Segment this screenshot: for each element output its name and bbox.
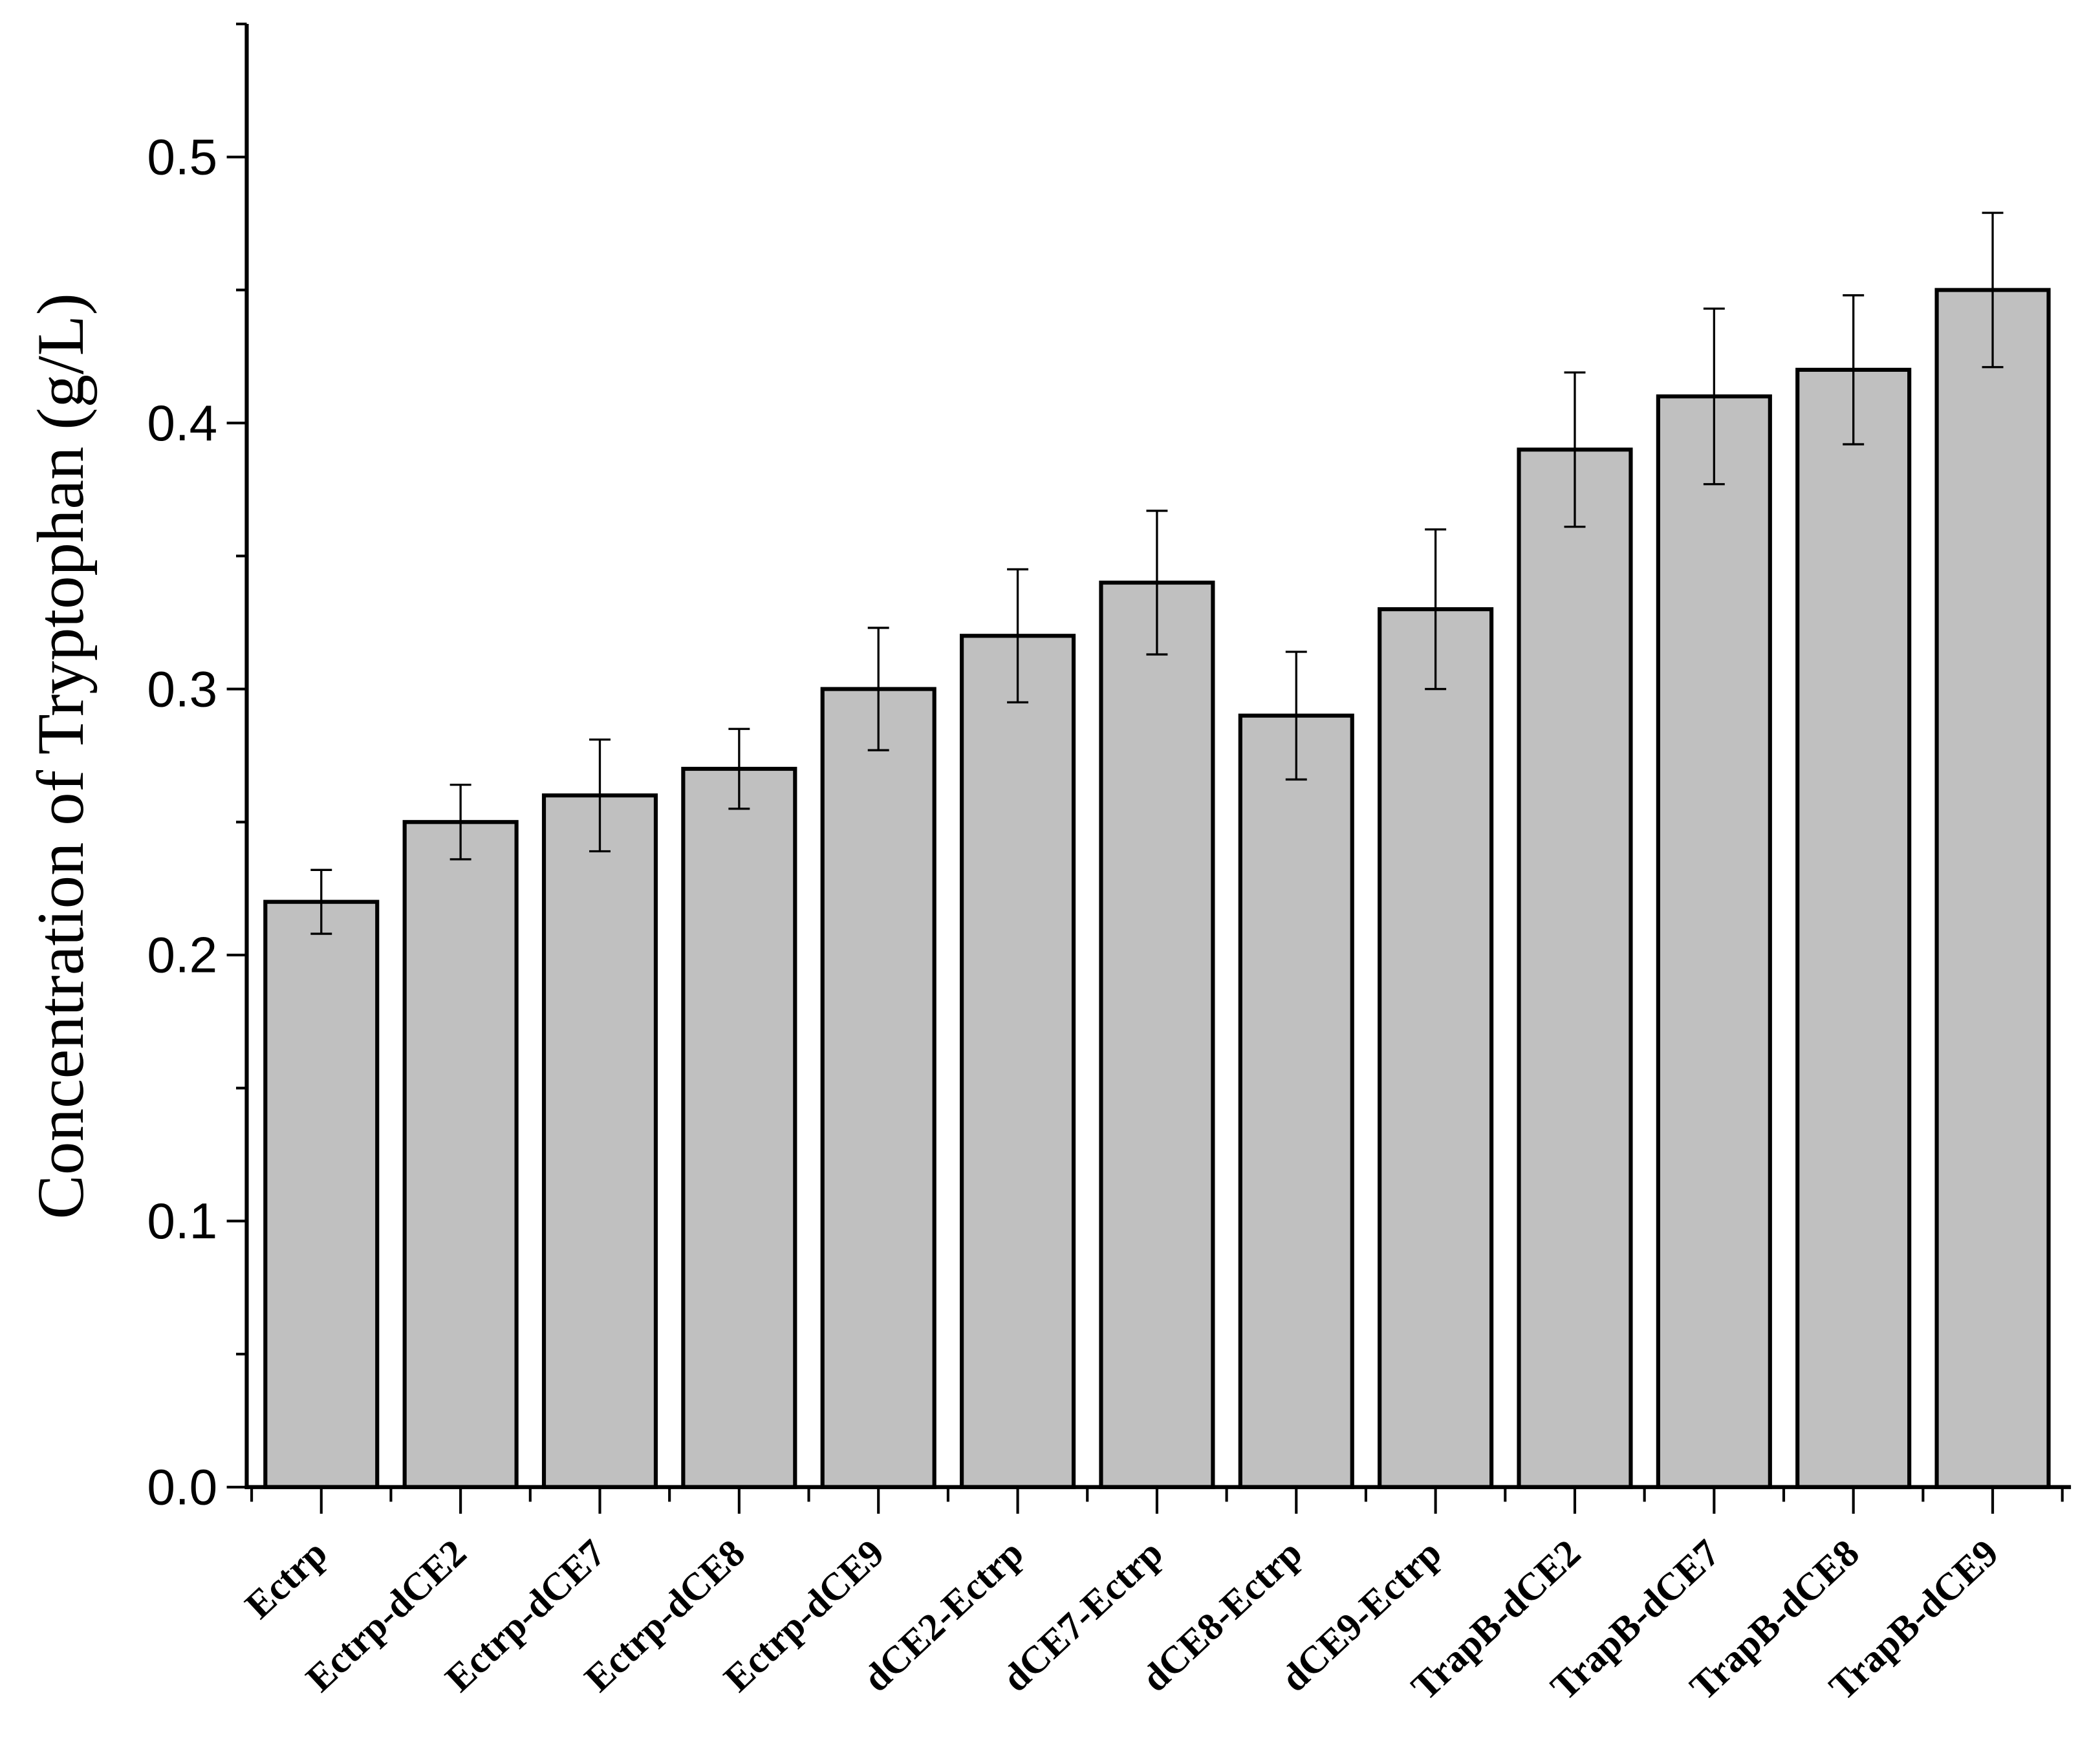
y-tick-label: 0.1 xyxy=(147,1192,217,1249)
bar-Ectrp-dCE7 xyxy=(541,793,658,1489)
y-tick-label: 0.3 xyxy=(147,660,217,717)
bar-Ectrp-dCE2 xyxy=(402,820,519,1489)
y-tick-label: 0.5 xyxy=(147,129,217,186)
bar-TrapB-dCE9 xyxy=(1934,288,2051,1489)
x-tick-label: Ectrp xyxy=(237,1531,335,1627)
y-tick-label: 0.2 xyxy=(147,927,217,984)
bar-dCE8-Ectrp xyxy=(1238,713,1354,1489)
axes-group xyxy=(226,23,2072,1514)
bar-Ectrp-dCE9 xyxy=(820,687,936,1489)
bar-dCE7-Ectrp xyxy=(1099,580,1215,1489)
bar-dCE9-Ectrp xyxy=(1378,607,1494,1489)
bar-dCE2-Ectrp xyxy=(959,634,1076,1489)
y-tick-label: 0.0 xyxy=(147,1459,217,1516)
bar-TrapB-dCE8 xyxy=(1795,367,1912,1489)
error-bars-group xyxy=(310,211,2004,935)
y-axis-label: Concentration of Tryptophan (g/L) xyxy=(24,293,98,1219)
bar-Ectrp-dCE8 xyxy=(681,766,797,1489)
bar-Ectrp xyxy=(263,899,380,1489)
bars-group xyxy=(263,288,2051,1489)
y-tick-label: 0.4 xyxy=(147,394,217,451)
bar-TrapB-dCE2 xyxy=(1517,447,1633,1489)
bar-TrapB-dCE7 xyxy=(1656,394,1772,1489)
